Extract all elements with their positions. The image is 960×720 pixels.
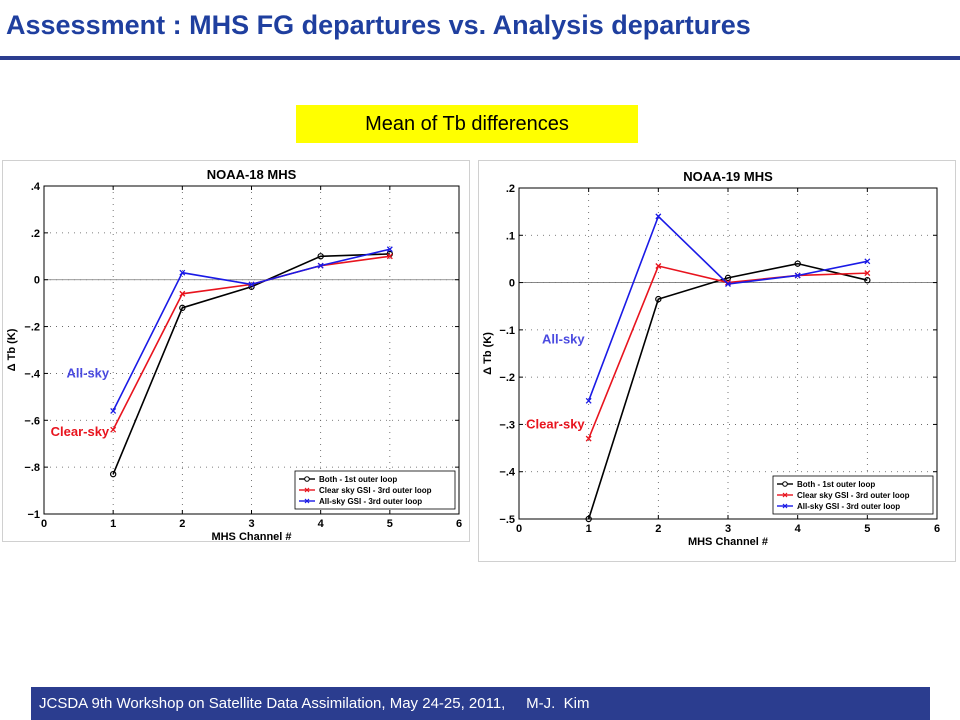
data-point (386, 253, 393, 260)
data-point (655, 213, 662, 220)
data-point (110, 407, 117, 414)
plot-frame (518, 187, 938, 520)
x-tick-label: 0 (516, 523, 522, 535)
legend-box (772, 475, 934, 515)
x-tick-label: 4 (795, 523, 802, 535)
x-tick-label: 1 (110, 518, 116, 530)
legend-marker (304, 476, 310, 482)
y-tick-label: −1 (27, 509, 40, 521)
subtitle-box: Mean of Tb differences (296, 105, 638, 143)
legend-marker (782, 481, 788, 487)
x-tick-label: 6 (934, 523, 940, 535)
y-tick-label: −.8 (24, 462, 40, 474)
data-point (585, 397, 592, 404)
x-tick-label: 0 (41, 518, 47, 530)
y-tick-label: .2 (31, 228, 40, 240)
legend-label: Clear sky GSI - 3rd outer loop (797, 491, 910, 500)
data-point (655, 295, 662, 303)
y-tick-label: 0 (34, 275, 40, 287)
slide-title: Assessment : MHS FG departures vs. Analy… (6, 10, 751, 40)
x-tick-label: 2 (179, 518, 185, 530)
y-tick-label: −.5 (499, 514, 515, 526)
data-point (725, 281, 731, 287)
legend-box (294, 470, 456, 510)
y-tick-label: −.6 (24, 415, 40, 427)
y-tick-label: .4 (31, 181, 41, 193)
y-tick-label: −.4 (24, 368, 40, 380)
legend-label: Both - 1st outer loop (319, 475, 397, 484)
chart-noaa19: NOAA-19 MHS 0 1 2 3 4 5 6 −.5 −.4 −.3 −.2 −.1 0 .1 .2 MH… (482, 169, 940, 548)
x-tick-label: 3 (248, 518, 254, 530)
legend-marker (304, 487, 310, 493)
annotation-label: Clear-sky (51, 424, 110, 439)
data-point (179, 304, 186, 312)
data-point (317, 253, 324, 260)
legend-marker (782, 492, 788, 498)
y-tick-label: 0 (509, 278, 515, 290)
y-tick-label: −.4 (499, 467, 515, 479)
series-line-1 (587, 262, 868, 520)
legend-label: Clear sky GSI - 3rd outer loop (319, 486, 432, 495)
x-tick-label: 6 (456, 518, 462, 530)
plot-frame (43, 185, 460, 515)
data-point (794, 272, 801, 279)
x-axis-label: MHS Channel # (688, 536, 768, 548)
x-tick-label: 5 (864, 523, 870, 535)
data-point (386, 246, 393, 253)
chart-noaa18: NOAA-18 MHS 0 1 2 3 4 5 6 −1 −.8 −.6 −.4 −.2 0 .2 .4 MHS… (6, 167, 462, 541)
x-tick-label: 2 (655, 523, 661, 535)
x-tick-label: 1 (586, 523, 592, 535)
y-axis-label: Δ Tb (K) (482, 332, 494, 375)
x-tick-label: 3 (725, 523, 731, 535)
chart-panel-noaa18: NOAA-18 MHS 0 1 2 3 4 5 6 −1 −.8 −.6 −.4 −.2 0 .2 .4 MHS… (2, 160, 470, 542)
data-point (655, 263, 662, 269)
data-point (109, 470, 117, 478)
x-tick-label: 5 (387, 518, 393, 530)
legend-label: Both - 1st outer loop (797, 480, 875, 489)
chart-title: NOAA-18 MHS (207, 167, 297, 182)
data-point (110, 426, 117, 433)
y-tick-label: −.2 (499, 372, 515, 384)
legend-label: All-sky GSI - 3rd outer loop (319, 497, 422, 506)
annotation-label: Clear-sky (526, 416, 585, 431)
title-divider (0, 56, 960, 60)
y-tick-label: −.3 (499, 419, 515, 431)
annotation-label: All-sky (67, 365, 110, 380)
x-tick-label: 4 (318, 518, 325, 530)
data-point (864, 277, 871, 284)
data-point (179, 290, 186, 297)
y-tick-label: −.2 (24, 322, 40, 334)
data-point (585, 515, 592, 523)
data-point (179, 269, 186, 276)
chart-panel-noaa19: NOAA-19 MHS 0 1 2 3 4 5 6 −.5 −.4 −.3 −.2 −.1 0 .1 .2 MH… (478, 160, 956, 562)
y-axis-label: Δ Tb (K) (6, 328, 18, 371)
y-tick-label: −.1 (499, 325, 515, 337)
footer-text: JCSDA 9th Workshop on Satellite Data Ass… (39, 695, 590, 712)
y-tick-label: .2 (506, 183, 515, 195)
data-point (864, 270, 871, 277)
data-point (864, 258, 871, 265)
subtitle-text: Mean of Tb differences (365, 112, 569, 135)
data-point (724, 274, 732, 282)
data-point (317, 262, 324, 269)
legend-label: All-sky GSI - 3rd outer loop (797, 502, 900, 511)
legend-marker (782, 503, 788, 509)
chart-title: NOAA-19 MHS (683, 169, 773, 184)
data-point (248, 281, 255, 288)
x-axis-label: MHS Channel # (211, 531, 291, 541)
data-point (585, 435, 592, 442)
y-tick-label: .1 (506, 230, 515, 242)
data-point (794, 260, 801, 267)
series-line-1 (112, 253, 390, 475)
footer-bar: JCSDA 9th Workshop on Satellite Data Ass… (31, 687, 930, 720)
legend-marker (304, 498, 310, 504)
annotation-label: All-sky (542, 331, 585, 346)
